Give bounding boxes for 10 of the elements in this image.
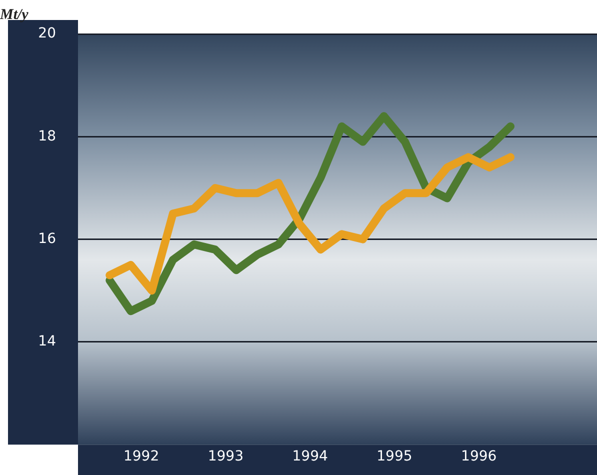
x-tick-label: 1996 [461, 448, 497, 465]
x-tick-label: 1995 [376, 448, 412, 465]
y-axis-title: Mt/y [0, 6, 29, 23]
x-tick-label: 1993 [208, 448, 244, 465]
y-tick-label: 16 [38, 230, 56, 247]
y-tick-label: 20 [38, 26, 56, 42]
y-tick-label: 18 [38, 128, 56, 144]
x-tick-label: 1992 [123, 448, 160, 465]
x-tick-label: 1994 [292, 448, 328, 465]
y-tick-label: 14 [38, 334, 56, 350]
